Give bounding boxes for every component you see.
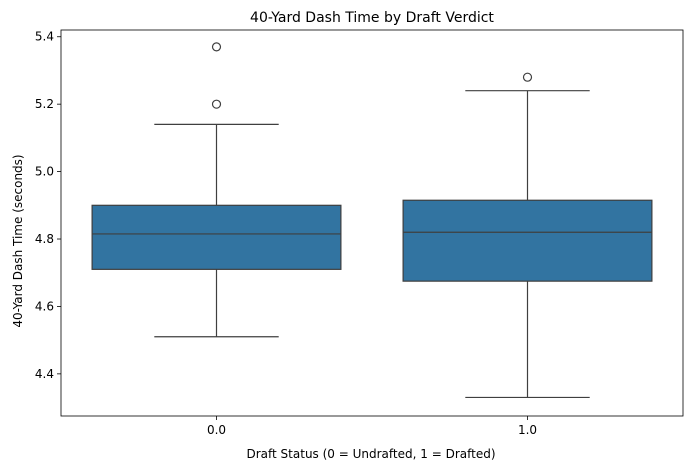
- chart-title: 40-Yard Dash Time by Draft Verdict: [250, 10, 494, 26]
- y-axis: 4.4 4.6 4.8 5.0 5.2 5.4: [35, 30, 61, 381]
- box-series: [91, 42, 653, 399]
- outlier-point: [211, 42, 222, 52]
- x-tick-label: 0.0: [207, 423, 226, 437]
- outlier-point: [211, 99, 222, 109]
- y-tick-label: 5.4: [35, 30, 54, 44]
- box-group-0.0: [91, 42, 342, 338]
- y-tick-label: 4.8: [35, 232, 54, 246]
- y-tick-label: 4.4: [35, 367, 54, 381]
- iqr-box: [91, 204, 342, 270]
- y-tick-label: 5.2: [35, 97, 54, 111]
- y-tick-label: 4.6: [35, 299, 54, 313]
- plot-frame: [60, 29, 684, 417]
- iqr-box: [402, 199, 653, 282]
- outlier-point: [522, 72, 533, 82]
- y-tick-label: 5.0: [35, 165, 54, 179]
- x-axis: 0.0 1.0: [207, 416, 537, 437]
- x-axis-label: Draft Status (0 = Undrafted, 1 = Drafted…: [247, 447, 496, 461]
- box-group-1.0: [402, 72, 653, 399]
- y-axis-label: 40-Yard Dash Time (seconds): [11, 154, 25, 327]
- x-tick-label: 1.0: [518, 423, 537, 437]
